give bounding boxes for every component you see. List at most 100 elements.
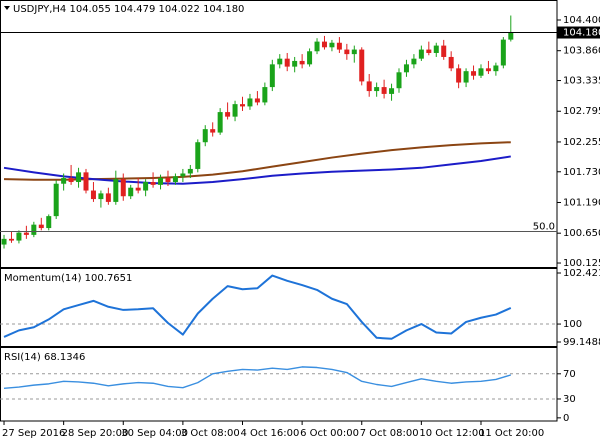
x-tick-label: 27 Sep 2016 [2,428,65,439]
main-panel-frame [0,0,558,268]
candle-body [426,49,432,53]
indicator-line [3,366,511,389]
candle-body [508,32,514,40]
candle-body [500,39,506,66]
candle-body [240,104,246,107]
candle-body [38,224,44,229]
candle-body [172,176,178,183]
y-tick-label: 70 [563,369,576,380]
candle-body [277,58,283,65]
y-tick-label: 102.4214 [563,268,600,279]
candle-body [418,49,424,59]
candle-body [254,98,260,103]
candle-body [120,179,126,197]
collapse-icon[interactable] [4,6,10,10]
candle-body [262,87,268,103]
y-tick-label: 103.335 [563,76,600,87]
last-price-box [557,26,600,39]
y-tick-label: 103.860 [563,46,600,57]
candle-body [225,112,231,117]
candle-body [366,81,372,92]
x-tick-label: 11 Oct 20:00 [479,428,544,439]
momentum-title: Momentum(14) 100.7651 [4,273,132,284]
y-tick-label: 100.650 [563,228,600,239]
y-tick-label: 99.1488 [563,337,600,348]
candle-body [269,64,275,88]
candle-body [210,129,216,133]
x-tick-label: 28 Sep 20:00 [62,428,129,439]
candle-body [105,193,111,202]
y-tick-label: 102.255 [563,137,600,148]
x-tick-label: 6 Oct 00:00 [300,428,359,439]
y-tick-label: 100 [563,319,582,330]
candle-body [485,68,491,72]
candle-body [321,41,327,48]
candle-body [284,58,290,67]
y-tick-label: 102.795 [563,106,600,117]
y-tick-label: 104.400 [563,15,600,26]
candle-body [8,238,14,241]
candle-body [471,71,477,76]
x-tick-label: 4 Oct 16:00 [241,428,300,439]
candle-body [1,238,7,245]
x-tick-label: 7 Oct 08:00 [360,428,419,439]
candle-body [493,65,499,72]
rsi-panel-frame [0,347,558,422]
candle-body [448,56,454,69]
candle-body [389,88,395,94]
x-tick-label: 30 Sep 04:00 [121,428,188,439]
candle-body [463,71,469,83]
y-tick-label: 30 [563,394,576,405]
candle-body [83,172,89,191]
candle-body [396,72,402,89]
candle-body [143,182,149,191]
level-label: 50.0 [533,221,555,232]
candle-body [195,142,201,169]
candle-body [113,179,119,202]
candle-body [247,98,253,107]
candle-body [90,190,96,200]
candle-body [135,187,141,191]
candle-body [150,182,156,185]
candle-body [16,232,22,241]
candle-body [187,168,193,174]
candle-body [381,87,387,94]
candle-body [202,129,208,143]
candle-body [128,187,134,197]
candle-body [61,178,67,184]
candle-body [336,42,342,50]
candle-body [53,183,59,217]
candle-body [46,216,52,229]
candle-body [433,45,439,53]
candle-body [351,49,357,55]
main-title: USDJPY,H4 104.055 104.479 104.022 104.18… [13,4,244,15]
candle-body [403,64,409,73]
candle-body [411,58,417,65]
candle-body [217,112,223,133]
candle-body [31,224,37,235]
rsi-title: RSI(14) 68.1346 [4,352,85,363]
x-tick-label: 3 Oct 08:00 [181,428,240,439]
candle-body [329,42,335,48]
y-tick-label: 0 [563,413,569,424]
x-tick-label: 10 Oct 12:00 [419,428,484,439]
candle-body [23,232,29,235]
last-price-label: 104.180 [563,28,600,39]
candle-body [478,68,484,76]
candle-body [76,172,82,183]
y-tick-label: 101.190 [563,197,600,208]
candle-body [374,87,380,92]
candle-body [441,45,447,57]
candle-body [359,49,365,82]
candle-body [98,193,104,200]
candle-body [299,60,305,65]
candle-body [232,104,238,117]
candle-body [180,173,186,177]
candle-body [292,60,298,67]
candle-body [165,178,171,183]
y-tick-label: 101.730 [563,167,600,178]
candle-body [314,41,320,52]
candle-body [158,178,164,185]
